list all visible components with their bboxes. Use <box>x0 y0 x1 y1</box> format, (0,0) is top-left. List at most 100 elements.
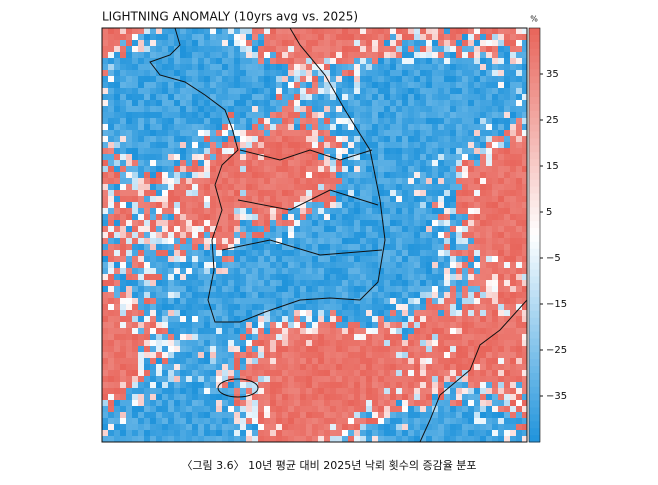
anomaly-cell <box>168 178 174 184</box>
anomaly-cell <box>132 70 138 76</box>
anomaly-cell <box>144 424 150 430</box>
anomaly-cell <box>504 52 510 58</box>
anomaly-cell <box>174 436 180 442</box>
anomaly-cell <box>240 328 246 334</box>
anomaly-cell <box>168 226 174 232</box>
anomaly-cell <box>396 358 402 364</box>
anomaly-cell <box>270 100 276 106</box>
anomaly-cell <box>360 286 366 292</box>
anomaly-cell <box>342 226 348 232</box>
anomaly-cell <box>396 382 402 388</box>
anomaly-cell <box>522 220 527 226</box>
anomaly-cell <box>252 310 258 316</box>
anomaly-cell <box>318 418 324 424</box>
anomaly-cell <box>498 190 504 196</box>
anomaly-cell <box>372 352 378 358</box>
anomaly-cell <box>432 424 438 430</box>
anomaly-cell <box>330 130 336 136</box>
colorbar-step <box>529 76 540 84</box>
anomaly-cell <box>102 40 108 46</box>
anomaly-cell <box>234 70 240 76</box>
anomaly-cell <box>456 190 462 196</box>
anomaly-cell <box>186 112 192 118</box>
anomaly-cell <box>516 40 522 46</box>
anomaly-cell <box>192 418 198 424</box>
anomaly-cell <box>462 190 468 196</box>
anomaly-cell <box>492 130 498 136</box>
anomaly-cell <box>486 220 492 226</box>
anomaly-cell <box>396 118 402 124</box>
anomaly-cell <box>126 88 132 94</box>
anomaly-cell <box>348 46 354 52</box>
anomaly-cell <box>240 334 246 340</box>
anomaly-cell <box>240 166 246 172</box>
anomaly-cell <box>426 94 432 100</box>
anomaly-cell <box>108 190 114 196</box>
anomaly-cell <box>462 412 468 418</box>
anomaly-cell <box>240 316 246 322</box>
anomaly-cell <box>246 136 252 142</box>
anomaly-cell <box>228 334 234 340</box>
anomaly-cell <box>354 358 360 364</box>
anomaly-cell <box>492 70 498 76</box>
anomaly-cell <box>342 328 348 334</box>
anomaly-cell <box>384 370 390 376</box>
anomaly-cell <box>102 412 108 418</box>
anomaly-cell <box>174 244 180 250</box>
anomaly-cell <box>114 232 120 238</box>
anomaly-cell <box>348 178 354 184</box>
anomaly-cell <box>330 82 336 88</box>
anomaly-cell <box>162 160 168 166</box>
anomaly-cell <box>198 418 204 424</box>
anomaly-cell <box>288 52 294 58</box>
anomaly-cell <box>102 64 108 70</box>
anomaly-cell <box>162 184 168 190</box>
anomaly-cell <box>306 64 312 70</box>
anomaly-cell <box>522 82 527 88</box>
anomaly-cell <box>330 346 336 352</box>
anomaly-cell <box>396 130 402 136</box>
anomaly-cell <box>336 238 342 244</box>
anomaly-cell <box>438 184 444 190</box>
anomaly-cell <box>414 118 420 124</box>
anomaly-cell <box>444 322 450 328</box>
anomaly-cell <box>222 292 228 298</box>
anomaly-cell <box>150 70 156 76</box>
anomaly-cell <box>330 370 336 376</box>
anomaly-cell <box>366 178 372 184</box>
anomaly-cell <box>480 172 486 178</box>
anomaly-cell <box>252 232 258 238</box>
anomaly-cell <box>366 40 372 46</box>
anomaly-cell <box>252 388 258 394</box>
anomaly-cell <box>504 286 510 292</box>
anomaly-cell <box>432 382 438 388</box>
anomaly-cell <box>330 190 336 196</box>
anomaly-cell <box>258 334 264 340</box>
anomaly-cell <box>102 136 108 142</box>
anomaly-cell <box>240 208 246 214</box>
anomaly-cell <box>288 106 294 112</box>
anomaly-cell <box>300 34 306 40</box>
anomaly-cell <box>210 172 216 178</box>
anomaly-cell <box>180 142 186 148</box>
anomaly-cell <box>372 52 378 58</box>
anomaly-cell <box>270 118 276 124</box>
anomaly-cell <box>372 274 378 280</box>
anomaly-cell <box>138 328 144 334</box>
anomaly-cell <box>234 184 240 190</box>
anomaly-cell <box>390 124 396 130</box>
anomaly-cell <box>120 430 126 436</box>
anomaly-cell <box>498 382 504 388</box>
anomaly-cell <box>480 406 486 412</box>
anomaly-cell <box>246 76 252 82</box>
anomaly-cell <box>396 298 402 304</box>
anomaly-cell <box>306 436 312 442</box>
anomaly-cell <box>270 244 276 250</box>
anomaly-cell <box>138 148 144 154</box>
anomaly-cell <box>450 298 456 304</box>
anomaly-cell <box>366 352 372 358</box>
anomaly-cell <box>498 358 504 364</box>
anomaly-cell <box>216 112 222 118</box>
anomaly-cell <box>168 214 174 220</box>
anomaly-cell <box>510 262 516 268</box>
